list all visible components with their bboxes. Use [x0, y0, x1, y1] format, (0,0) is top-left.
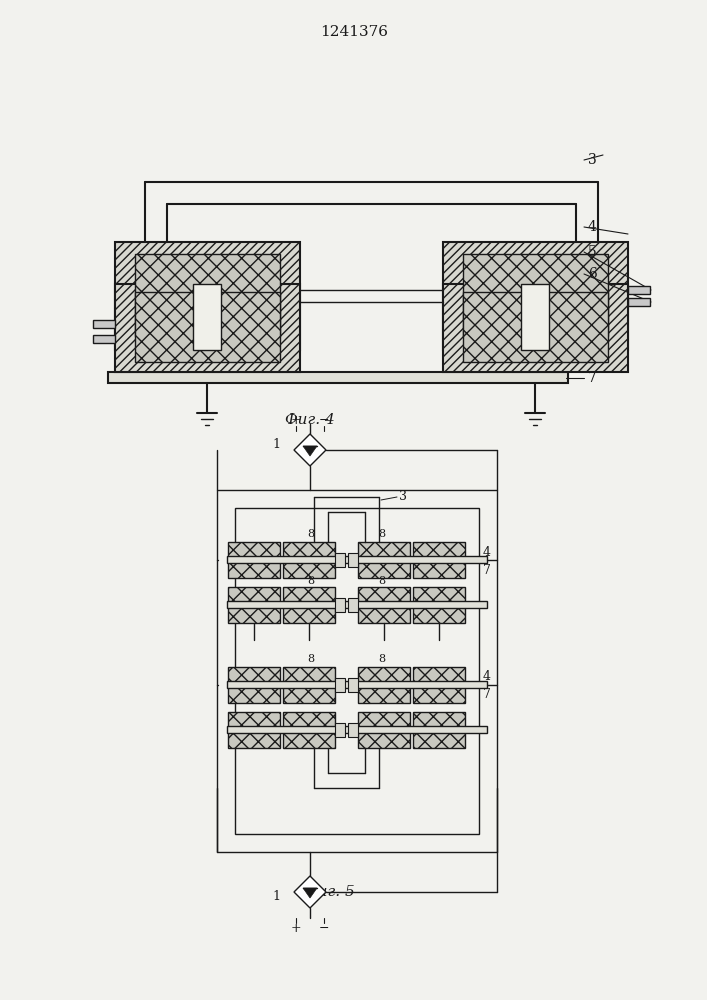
Text: 4: 4 — [588, 220, 597, 234]
Polygon shape — [294, 434, 326, 466]
Text: 6: 6 — [588, 267, 597, 281]
Bar — [228, 667, 280, 703]
Bar — [135, 254, 280, 336]
Bar — [358, 542, 410, 578]
Bar — [227, 681, 487, 688]
Bar — [115, 284, 300, 372]
Text: 5: 5 — [588, 245, 597, 259]
Polygon shape — [294, 876, 326, 908]
Bar — [463, 292, 608, 362]
Bar — [335, 598, 345, 612]
Bar — [348, 723, 358, 737]
Text: 3: 3 — [588, 153, 597, 167]
Text: 4: 4 — [483, 670, 491, 684]
Bar — [348, 678, 358, 692]
Bar — [413, 587, 465, 623]
Bar — [628, 298, 650, 306]
Bar — [283, 587, 335, 623]
Bar — [443, 284, 628, 372]
Bar — [108, 372, 568, 383]
Bar — [413, 542, 465, 578]
Bar — [335, 553, 345, 567]
Text: 8: 8 — [308, 654, 315, 664]
Text: 7: 7 — [483, 564, 491, 576]
Text: 1241376: 1241376 — [320, 25, 388, 39]
Polygon shape — [303, 888, 317, 898]
Bar — [335, 678, 345, 692]
Bar — [348, 598, 358, 612]
Bar — [283, 667, 335, 703]
Bar — [628, 286, 650, 294]
Bar — [358, 712, 410, 748]
Bar — [193, 284, 221, 350]
Text: 4: 4 — [483, 546, 491, 558]
Text: 8: 8 — [378, 529, 385, 539]
Bar — [228, 542, 280, 578]
Text: Фиг. 5: Фиг. 5 — [305, 885, 355, 899]
Bar — [217, 490, 497, 852]
Bar — [413, 667, 465, 703]
Text: +: + — [291, 414, 301, 426]
Text: −: − — [319, 414, 329, 426]
Text: 8: 8 — [378, 576, 385, 586]
Bar — [348, 553, 358, 567]
Bar — [235, 508, 479, 834]
Bar — [521, 284, 549, 350]
Text: 8: 8 — [308, 529, 315, 539]
Bar — [227, 601, 487, 608]
Bar — [358, 667, 410, 703]
Text: −: − — [319, 922, 329, 934]
Text: Фиг. 4: Фиг. 4 — [285, 413, 335, 427]
Bar — [228, 712, 280, 748]
Bar — [463, 254, 608, 336]
Text: 1: 1 — [272, 438, 280, 452]
Bar — [443, 242, 628, 350]
Bar — [227, 556, 487, 563]
Text: 8: 8 — [378, 654, 385, 664]
Bar — [93, 320, 115, 328]
Bar — [335, 723, 345, 737]
Text: 3: 3 — [399, 490, 407, 504]
Bar — [227, 726, 487, 733]
Bar — [413, 712, 465, 748]
Bar — [93, 335, 115, 343]
Polygon shape — [303, 446, 317, 456]
Bar — [358, 587, 410, 623]
Bar — [283, 712, 335, 748]
Text: 7: 7 — [588, 371, 597, 385]
Bar — [228, 587, 280, 623]
Bar — [283, 542, 335, 578]
Bar — [115, 242, 300, 350]
Bar — [135, 292, 280, 362]
Text: 1: 1 — [272, 890, 280, 904]
Text: +: + — [291, 922, 301, 934]
Text: 8: 8 — [308, 576, 315, 586]
Text: 7: 7 — [483, 688, 491, 702]
